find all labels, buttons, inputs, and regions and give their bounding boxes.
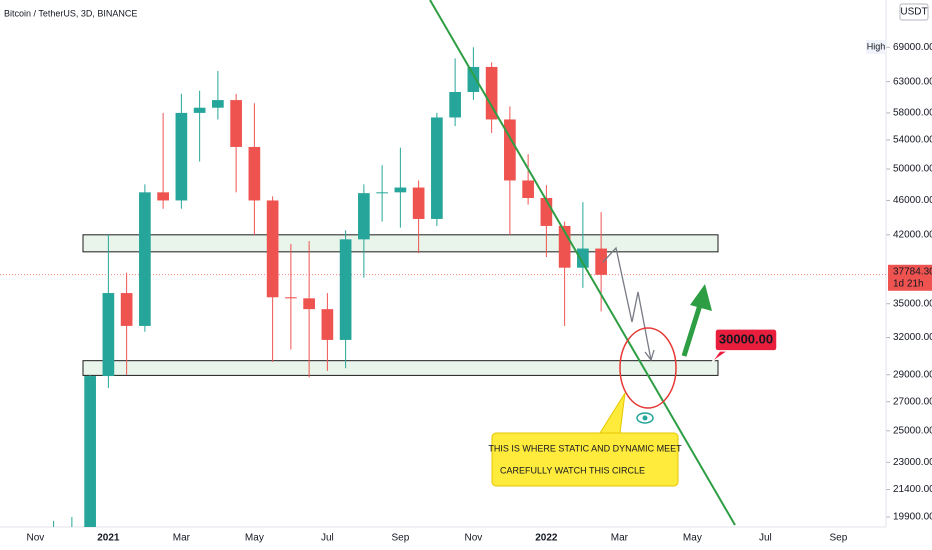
y-tick-label: 23000.00 — [893, 457, 932, 468]
y-tick-label: 25000.00 — [893, 425, 932, 436]
y-tick-label: 63000.00 — [893, 76, 932, 87]
x-tick-label: Jul — [321, 533, 334, 544]
candle-body — [485, 66, 498, 120]
candle-body — [175, 112, 188, 201]
candle-body — [120, 293, 133, 326]
chart-title: Bitcoin / TetherUS, 3D, BINANCE — [4, 8, 137, 18]
y-tick-label: 69000.00 — [893, 42, 932, 53]
support-resistance-zone — [82, 360, 719, 376]
eye-pupil — [642, 415, 648, 421]
y-tick-label: 54000.00 — [893, 135, 932, 146]
x-tick-label: Sep — [391, 533, 409, 544]
x-tick-label: Mar — [173, 533, 191, 544]
target-box — [714, 328, 778, 352]
last-price-label: 37784.30 — [893, 266, 932, 277]
candle-body — [157, 192, 169, 201]
x-tick-label: May — [683, 533, 702, 544]
y-tick-label: 42000.00 — [893, 229, 932, 240]
x-tick-label: Sep — [829, 533, 847, 544]
target-label: 30000.00 — [719, 331, 773, 346]
candle-body — [394, 187, 407, 193]
callout-text: CAREFULLY WATCH THIS CIRCLE — [500, 465, 645, 475]
projection-path — [602, 246, 652, 361]
countdown-label: 1d 21h — [893, 278, 924, 289]
candle-body — [376, 192, 388, 194]
up-arrow-shaft — [681, 304, 703, 357]
candle-body — [266, 200, 279, 298]
candle-body — [285, 297, 297, 299]
candle-body — [358, 193, 370, 240]
candle-body — [84, 376, 96, 527]
y-tick-label: 19900.00 — [893, 512, 932, 523]
candle-body — [540, 197, 553, 226]
candle-body — [248, 146, 261, 201]
candle-body — [431, 117, 443, 219]
candle-body — [504, 119, 516, 181]
callout-box — [491, 432, 679, 487]
candles — [53, 47, 607, 527]
currency: USDT — [900, 7, 927, 18]
up-arrow-head — [690, 284, 712, 311]
candle-body — [467, 66, 480, 92]
x-tick-label: Jul — [759, 533, 772, 544]
candle-body — [102, 293, 115, 377]
candle-body — [139, 192, 151, 326]
y-tick-label: 46000.00 — [893, 195, 932, 206]
candle-body — [321, 309, 334, 340]
focus-circle — [619, 327, 677, 409]
x-tick-label: Mar — [611, 533, 629, 544]
candle-body — [522, 180, 534, 198]
x-tick-label: 2021 — [97, 533, 120, 544]
candle-body — [212, 100, 224, 108]
y-tick-label: 58000.00 — [893, 108, 932, 119]
candle-body — [412, 187, 425, 219]
y-tick-label: 35000.00 — [893, 298, 932, 309]
x-tick-label: May — [245, 533, 264, 544]
y-tick-label: 50000.00 — [893, 164, 932, 175]
eye-outline — [636, 412, 654, 424]
x-tick-label: Nov — [26, 533, 44, 544]
last-price-tag — [888, 264, 932, 291]
candle-body — [558, 225, 571, 268]
x-tick-label: 2022 — [535, 533, 558, 544]
x-tick-label: Nov — [464, 533, 482, 544]
projection-arrowhead — [644, 349, 655, 362]
high-label: High — [867, 41, 886, 51]
high-tag — [866, 40, 886, 54]
y-tick-label: 21400.00 — [893, 484, 932, 495]
candle-body — [339, 239, 352, 340]
currency-box — [899, 3, 929, 21]
candle-body — [303, 298, 315, 310]
callout-text: THIS IS WHERE STATIC AND DYNAMIC MEET — [488, 443, 682, 453]
y-tick-label: 32000.00 — [893, 332, 932, 343]
candle-body — [577, 248, 589, 268]
candle-body — [193, 107, 206, 113]
eye-icon — [636, 412, 654, 424]
trend-line — [429, 0, 736, 526]
candle-body — [449, 91, 461, 118]
y-tick-label: 27000.00 — [893, 396, 932, 407]
candle-body — [230, 100, 242, 147]
support-resistance-zone — [82, 234, 719, 253]
y-tick-label: 29000.00 — [893, 369, 932, 380]
candle-body — [595, 248, 607, 275]
